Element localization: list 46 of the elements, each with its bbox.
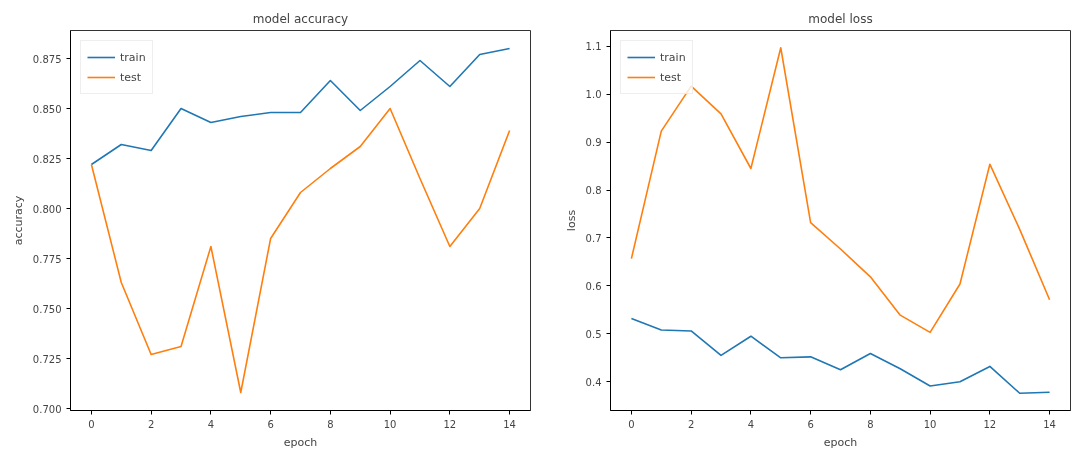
y-tick-label: 0.875 — [32, 53, 62, 65]
y-tick-label: 1.0 — [585, 89, 602, 101]
y-tick-label: 0.750 — [32, 303, 62, 315]
y-tick-label: 0.6 — [585, 280, 602, 292]
y-tick-label: 0.775 — [32, 253, 62, 265]
x-tick-label: 10 — [923, 418, 937, 430]
x-axis-title: epoch — [823, 435, 858, 449]
x-tick-label: 6 — [267, 418, 274, 430]
line-series — [630, 46, 1051, 334]
x-tick-label: 10 — [383, 418, 397, 430]
x-tick-label: 0 — [628, 418, 635, 430]
y-tick-label: 0.725 — [32, 353, 62, 365]
legend-label: test — [120, 70, 142, 84]
legend-label: train — [120, 50, 146, 64]
y-tick-label: 0.850 — [32, 103, 62, 115]
x-tick-label: 14 — [1043, 418, 1056, 430]
y-tick-label: 0.5 — [585, 328, 602, 340]
y-tick-label: 0.4 — [585, 376, 602, 388]
x-tick-label: 8 — [327, 418, 334, 430]
x-tick-label: 4 — [207, 418, 215, 430]
y-axis-title: loss — [564, 209, 578, 232]
x-tick-label: 6 — [807, 418, 814, 430]
y-tick-label: 0.825 — [32, 153, 62, 165]
x-axis-title: epoch — [283, 435, 318, 449]
legend-label: train — [660, 50, 686, 64]
line-series — [630, 317, 1051, 395]
chart-title: model loss — [808, 11, 873, 26]
x-tick-label: 8 — [867, 418, 874, 430]
line-series — [90, 47, 511, 166]
y-tick-label: 0.700 — [32, 403, 62, 415]
y-axis-title: accuracy — [11, 195, 25, 246]
y-tick-label: 0.9 — [585, 137, 602, 149]
chart-title: model accuracy — [252, 11, 349, 26]
x-tick-label: 12 — [983, 418, 997, 430]
x-tick-label: 2 — [147, 418, 155, 430]
y-tick-label: 0.8 — [585, 185, 602, 197]
x-tick-label: 4 — [747, 418, 755, 430]
x-tick-label: 2 — [687, 418, 695, 430]
x-tick-label: 12 — [443, 418, 457, 430]
y-tick-label: 0.800 — [32, 203, 62, 215]
x-tick-label: 0 — [88, 418, 95, 430]
x-tick-label: 14 — [503, 418, 516, 430]
line-series — [90, 107, 511, 394]
y-tick-label: 0.7 — [585, 232, 602, 244]
y-tick-label: 1.1 — [585, 41, 602, 53]
legend-label: test — [660, 70, 682, 84]
